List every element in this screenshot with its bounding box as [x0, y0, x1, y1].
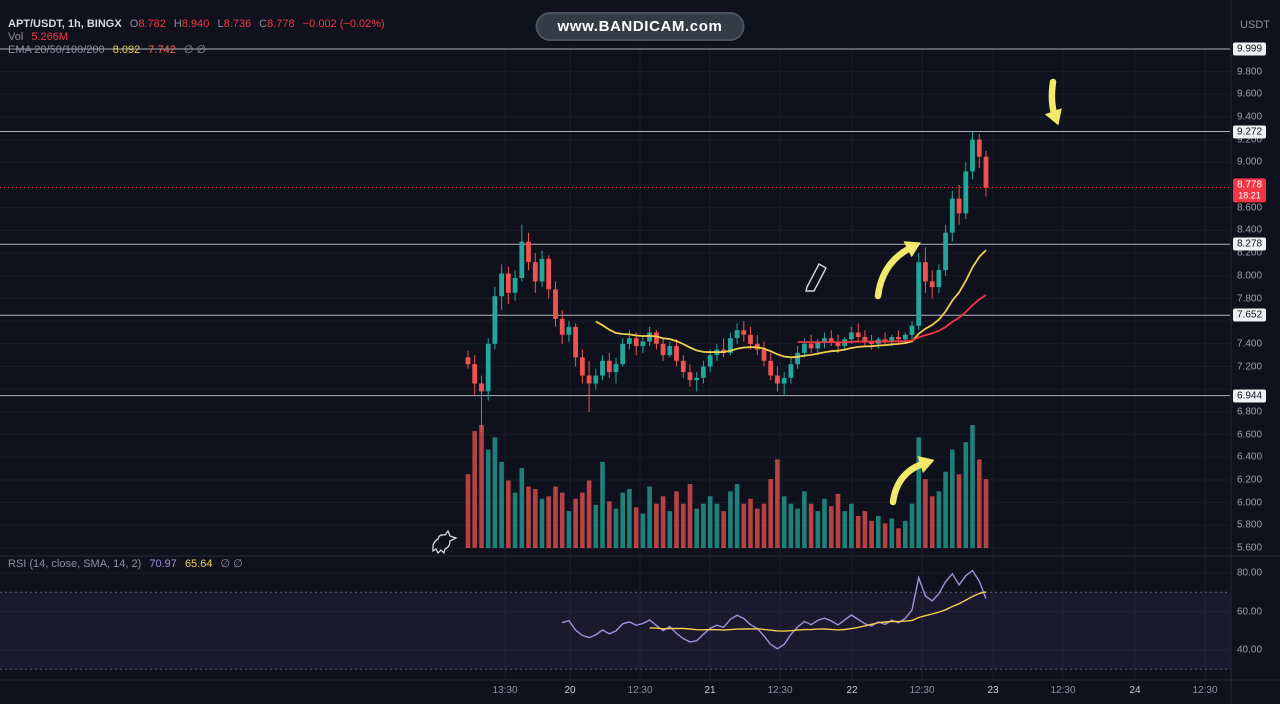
price-level-tag: 6.944: [1233, 389, 1267, 403]
quote-currency-label: USDT: [1240, 19, 1270, 31]
rsi-value: 70.97: [149, 558, 177, 570]
high-value: 8.940: [181, 18, 210, 30]
time-axis-label: 21: [704, 685, 716, 696]
price-axis-label: 7.800: [1237, 293, 1263, 304]
low-value: 8.736: [223, 18, 252, 30]
price-axis-label: 5.800: [1237, 519, 1263, 531]
price-axis-label: 7.400: [1237, 338, 1263, 350]
candlesticks: [465, 131, 989, 433]
price-axis[interactable]: 9.800 9.600 9.400 9.200 9.000 8.600 8.400 8.200…: [1232, 0, 1280, 704]
ema50-value: 7.742: [148, 44, 176, 56]
price-axis-label: 6.200: [1237, 474, 1263, 486]
time-axis-label: 12:30: [627, 685, 653, 696]
price-axis-label: 5.600: [1237, 542, 1263, 554]
time-axis-label: 12:30: [767, 685, 793, 696]
price-axis-label: 8.200: [1237, 247, 1263, 259]
ema20-line: [595, 249, 987, 359]
drawing-annotations[interactable]: [874, 78, 1062, 506]
rsi-label: RSI (14, close, SMA, 14, 2): [8, 558, 142, 570]
time-axis-label: 12:30: [909, 685, 935, 696]
price-axis-label: 6.400: [1237, 451, 1263, 463]
time-axis-label: 23: [987, 685, 999, 696]
price-axis-label: 6.800: [1237, 406, 1263, 418]
price-axis-label: 9.600: [1237, 88, 1263, 100]
change-value: −0.002 (−0.02%): [302, 18, 385, 30]
price-axis-label: 9.200: [1237, 134, 1263, 146]
ema-label: EMA 20/50/100/200: [8, 44, 105, 56]
price-level-tag: 7.652: [1233, 308, 1267, 322]
bandicam-watermark-text: www.BANDICAM.com: [557, 18, 723, 35]
high-label: H: [173, 18, 182, 30]
bottom-white-strip: [0, 704, 1280, 720]
price-axis-label: 9.800: [1237, 66, 1263, 78]
price-axis-label: 9.000: [1237, 156, 1263, 168]
price-level-tag: 8.278: [1233, 237, 1267, 251]
pane-separators: [0, 0, 1280, 704]
price-axis-label: 9.400: [1237, 111, 1263, 123]
price-axis-label: 6.600: [1237, 429, 1263, 441]
time-axis-label: 13:30: [492, 685, 518, 696]
price-axis-label: 8.600: [1237, 202, 1263, 214]
price-axis-label: 7.200: [1237, 361, 1263, 372]
close-value: 8.778: [267, 18, 295, 30]
bandicam-watermark: www.BANDICAM.com: [535, 12, 745, 41]
price-axis-label: 6.000: [1237, 497, 1263, 509]
time-axis-label: 24: [1129, 685, 1141, 696]
rsi-disabled-icons[interactable]: ∅ ∅: [220, 558, 243, 570]
bar-countdown: 18:21: [1238, 189, 1261, 200]
chart-legend: APT/USDT, 1h, BINGX O8.782 H8.940 L8.736…: [8, 18, 385, 57]
price-level-tag: 9.272: [1233, 125, 1267, 138]
rsi-axis-label: 40.00: [1237, 644, 1263, 656]
time-axis-label: 12:30: [1192, 685, 1218, 696]
rsi-ma-value: 65.64: [184, 558, 213, 570]
ema-legend-row: EMA 20/50/100/200 8.092 7.742 ∅ ∅: [8, 44, 385, 57]
last-price-tag: 8.778 18:21: [1233, 177, 1267, 202]
dino-cursor-icon: [432, 529, 458, 555]
ema-disabled-icons[interactable]: ∅ ∅: [183, 44, 207, 56]
ema50-line: [797, 294, 987, 344]
rsi-axis-label: 60.00: [1237, 606, 1263, 617]
volume-value: 5.266M: [31, 31, 69, 43]
pencil-cursor-icon: [805, 263, 827, 292]
rsi-legend-row: RSI (14, close, SMA, 14, 2) 70.97 65.64 …: [8, 557, 243, 570]
grid-layer: [0, 46, 1230, 680]
price-level-tag: 9.999: [1233, 42, 1267, 56]
volume-legend-row: Vol 5.266M: [8, 31, 385, 44]
low-label: L: [217, 18, 224, 30]
rsi-ma-line: [649, 591, 987, 632]
open-value: 8.782: [138, 18, 166, 30]
open-label: O: [129, 18, 139, 30]
time-axis-label: 22: [846, 685, 858, 696]
rsi-line: [561, 569, 987, 650]
horizontal-level-lines[interactable]: [0, 48, 1230, 397]
time-axis-label: 12:30: [1050, 685, 1076, 696]
price-axis-label: 8.400: [1237, 224, 1263, 236]
ema20-value: 8.092: [112, 44, 141, 56]
symbol-title: APT/USDT, 1h, BINGX: [8, 18, 122, 30]
time-axis[interactable]: 13:30 20 12:30 21 12:30 22 12:30 23 12:30 24 12:30: [0, 681, 1232, 704]
price-axis-label: 8.000: [1237, 270, 1263, 282]
time-axis-label: 20: [564, 685, 576, 696]
volume-label: Vol: [8, 31, 24, 43]
symbol-legend-row: APT/USDT, 1h, BINGX O8.782 H8.940 L8.736…: [8, 18, 385, 31]
close-label: C: [259, 18, 268, 30]
volume-bars: [465, 425, 989, 549]
rsi-axis-label: 80.00: [1237, 567, 1263, 579]
